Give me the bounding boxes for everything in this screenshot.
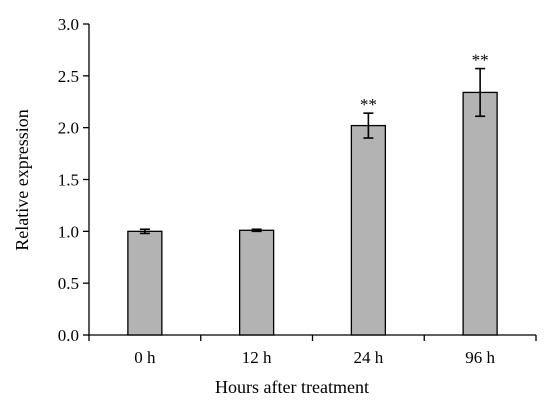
bar (350, 124, 387, 336)
y-axis: 0.0 0.5 1.0 1.5 2.0 2.5 3.0 (58, 15, 90, 345)
y-tick-label: 1.0 (58, 222, 79, 241)
bar (127, 230, 163, 336)
x-axis-title: Hours after treatment (215, 377, 369, 397)
y-tick-label: 0.5 (58, 274, 79, 293)
error-bars (139, 67, 486, 235)
x-tick-label: 12 h (242, 348, 272, 367)
y-tick-label: 3.0 (58, 15, 79, 34)
y-tick-label: 0.0 (58, 326, 79, 345)
x-tick-label: 24 h (354, 348, 384, 367)
y-tick-label: 2.5 (58, 67, 79, 86)
x-axis: 0 h 12 h 24 h 96 h (88, 334, 537, 367)
bar (462, 91, 498, 336)
bars (127, 91, 498, 336)
y-tick-label: 2.0 (58, 119, 79, 138)
y-tick-label: 1.5 (58, 171, 79, 190)
x-tick-label: 96 h (465, 348, 495, 367)
x-tick-label: 0 h (134, 348, 156, 367)
significance-label: ** (472, 51, 489, 70)
y-axis-title: Relative expression (12, 109, 32, 250)
significance-labels: ** ** (360, 51, 489, 115)
bar (238, 229, 275, 336)
significance-label: ** (360, 95, 377, 114)
